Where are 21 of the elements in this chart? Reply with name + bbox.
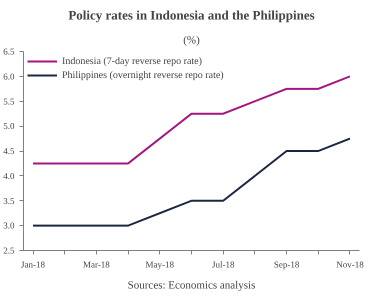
- legend-label: Indonesia (7-day reverse repo rate): [62, 55, 202, 67]
- x-tick-label: Jul-18: [212, 260, 235, 270]
- line-series: [32, 138, 351, 227]
- y-tick-label: 3.5: [3, 196, 15, 206]
- y-tick-label: 6.5: [3, 46, 15, 56]
- y-tick-label: 5.0: [3, 121, 15, 132]
- y-tick-label: 5.5: [3, 96, 15, 106]
- x-tick-label: Sep-18: [274, 260, 300, 270]
- y-tick-label: 6.0: [3, 71, 15, 82]
- y-tick-label: 2.5: [3, 246, 15, 256]
- chart-subtitle: (%): [183, 34, 200, 46]
- y-tick-label: 4.0: [3, 170, 15, 181]
- source-note: Sources: Economics analysis: [128, 280, 256, 292]
- chart-title: Policy rates in Indonesia and the Philippines: [68, 8, 315, 22]
- x-tick-label: May-18: [146, 260, 175, 270]
- legend-label: Philippines (overnight reverse repo rate): [62, 69, 224, 81]
- x-tick-label: Mar-18: [83, 260, 110, 270]
- x-tick-label: Jan-18: [21, 260, 46, 270]
- y-tick-label: 4.5: [3, 146, 15, 156]
- y-tick-label: 3.0: [3, 220, 15, 231]
- x-tick-label: Nov-18: [336, 260, 364, 270]
